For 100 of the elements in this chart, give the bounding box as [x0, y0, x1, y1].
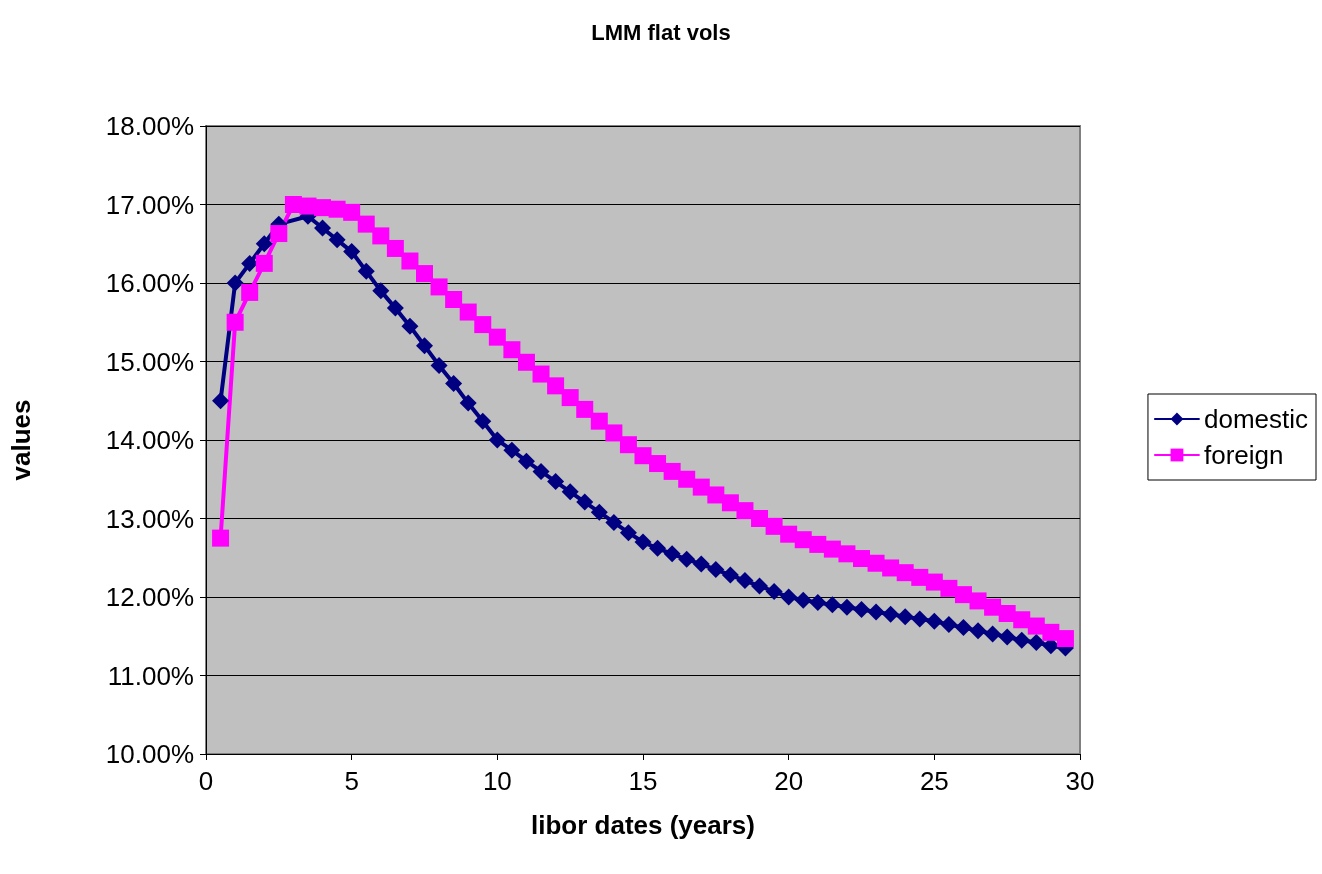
point [809, 593, 827, 611]
point [503, 441, 521, 459]
point [736, 502, 754, 520]
point [1013, 611, 1031, 629]
point [576, 493, 594, 511]
y-tick-label: 12.00% [105, 582, 194, 612]
point [459, 394, 477, 412]
x-tick-label: 30 [1065, 766, 1095, 796]
point [488, 431, 506, 449]
point [328, 231, 346, 249]
point [430, 278, 448, 296]
point [853, 550, 870, 568]
point [911, 610, 929, 628]
point [984, 598, 1002, 616]
point [736, 572, 754, 590]
point [561, 389, 579, 407]
point [649, 455, 667, 473]
point [954, 619, 972, 637]
y-tick-label: 11.00% [107, 660, 194, 691]
point [401, 252, 419, 270]
point [998, 628, 1016, 646]
point [416, 265, 433, 283]
point [416, 337, 433, 355]
point [372, 282, 390, 300]
point [838, 598, 856, 616]
point [343, 243, 361, 261]
point [780, 588, 798, 606]
point [634, 533, 652, 551]
point [969, 622, 987, 640]
point [314, 219, 332, 237]
x-tick-label: 25 [919, 766, 949, 796]
point [488, 328, 506, 346]
point [212, 392, 230, 410]
point [1042, 623, 1060, 641]
point [780, 525, 798, 543]
point [619, 436, 637, 454]
point [590, 503, 608, 521]
y-tick-label: 18.00% [105, 111, 194, 141]
point [270, 225, 288, 243]
point [721, 566, 739, 584]
point [430, 356, 448, 374]
point [590, 412, 608, 430]
point [1056, 630, 1074, 648]
point [940, 579, 958, 597]
point [809, 535, 827, 553]
point [794, 591, 812, 609]
x-tick-label: 5 [344, 766, 359, 796]
point [911, 568, 929, 586]
point [649, 539, 667, 557]
point [343, 203, 361, 221]
point [1013, 631, 1031, 649]
point [838, 545, 856, 563]
point [532, 462, 550, 480]
point [707, 561, 725, 579]
point [401, 317, 419, 335]
point [882, 605, 900, 623]
point [255, 254, 273, 272]
point [357, 262, 375, 280]
point [634, 447, 652, 465]
point [547, 377, 565, 395]
point [619, 524, 637, 542]
point [226, 313, 244, 331]
y-tick-label: 13.00% [105, 503, 194, 534]
point [474, 412, 492, 430]
point [663, 545, 681, 563]
point [751, 577, 769, 595]
legend-label: domestic [1203, 404, 1309, 434]
point [1027, 634, 1045, 652]
point [576, 400, 594, 418]
point [372, 227, 390, 245]
x-tick-label: 15 [628, 766, 658, 796]
point [678, 470, 696, 488]
point [386, 239, 404, 257]
point [765, 517, 783, 535]
point [925, 612, 943, 630]
point [517, 353, 535, 371]
y-tick-label: 14.00% [105, 425, 194, 455]
point [547, 473, 565, 491]
point [445, 290, 463, 308]
point [984, 625, 1002, 643]
point [386, 299, 404, 317]
point [721, 494, 739, 512]
x-axis-title: libor dates (years) [531, 810, 755, 840]
y-tick-label: 10.00% [105, 739, 194, 769]
point [357, 215, 375, 233]
point [823, 596, 841, 614]
y-tick-label: 16.00% [105, 268, 194, 298]
point [882, 559, 900, 577]
y-axis-title: values [6, 399, 36, 481]
point [255, 235, 273, 253]
x-tick-label: 0 [198, 766, 214, 796]
x-tick-label: 10 [482, 766, 512, 796]
x-tick-label: 20 [774, 766, 804, 796]
point [445, 374, 463, 392]
point [241, 283, 259, 301]
point [954, 586, 972, 604]
point [692, 555, 710, 573]
point [663, 462, 681, 480]
point [605, 424, 623, 442]
legend-label: foreign [1203, 440, 1284, 470]
